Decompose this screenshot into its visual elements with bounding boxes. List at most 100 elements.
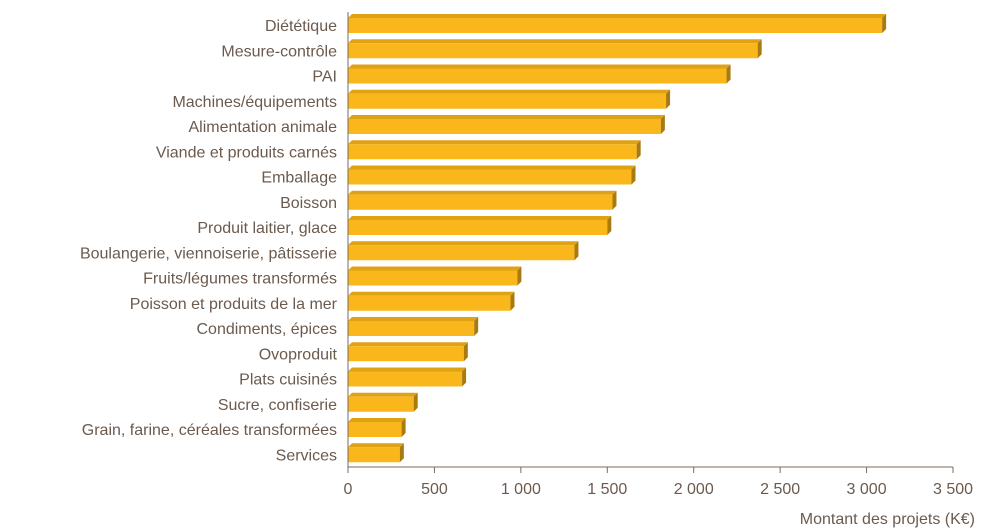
- category-label: Produit laitier, glace: [197, 220, 337, 237]
- bar-front-face: [348, 93, 667, 109]
- bar: [348, 291, 515, 311]
- category-label: Sucre, confiserie: [218, 397, 337, 414]
- x-tick-label: 3 500: [933, 481, 973, 498]
- bar-front-face: [348, 396, 414, 412]
- x-tick-label: 2 000: [674, 481, 714, 498]
- bar: [348, 216, 612, 235]
- bar-side-face: [510, 291, 515, 311]
- category-label: Diététique: [265, 18, 337, 35]
- bar-side-face: [574, 241, 579, 261]
- bar: [348, 443, 404, 463]
- bar: [348, 89, 671, 109]
- bar-side-face: [413, 392, 418, 412]
- bar-top-face: [348, 443, 404, 448]
- category-label: Boisson: [280, 195, 337, 212]
- bar-top-face: [348, 64, 731, 69]
- bar: [348, 418, 406, 437]
- bar-top-face: [348, 317, 479, 321]
- bar-side-face: [463, 342, 468, 362]
- bar: [348, 115, 665, 134]
- bar: [348, 64, 731, 84]
- bar-front-face: [348, 119, 661, 134]
- bar-front-face: [348, 346, 464, 362]
- bar-front-face: [348, 371, 463, 387]
- x-axis-ticks: 0 500 1 000 1 500 2 000 2 500 3 000 3 500: [344, 467, 973, 498]
- bar-top-face: [348, 14, 887, 18]
- bar-front-face: [348, 321, 475, 336]
- bar-top-face: [348, 115, 665, 119]
- bar-top-face: [348, 216, 612, 220]
- category-label: PAI: [312, 69, 337, 86]
- x-tick-label: 500: [421, 481, 448, 498]
- x-tick-label: 1 500: [587, 481, 627, 498]
- category-label: Alimentation animale: [188, 119, 337, 136]
- bar-side-face: [636, 140, 641, 160]
- bar: [348, 342, 468, 362]
- bar-top-face: [348, 367, 467, 372]
- bar-top-face: [348, 140, 641, 145]
- bar-top-face: [348, 392, 418, 397]
- bar-front-face: [348, 18, 883, 33]
- bar-side-face: [631, 165, 636, 185]
- bar-side-face: [399, 443, 404, 463]
- bars-group: [348, 14, 887, 463]
- bar-top-face: [348, 241, 579, 246]
- bar-top-face: [348, 342, 468, 347]
- bar-top-face: [348, 266, 522, 271]
- bar-top-face: [348, 190, 617, 195]
- bar-front-face: [348, 194, 613, 210]
- bar: [348, 392, 418, 412]
- bar: [348, 190, 617, 210]
- bar: [348, 39, 762, 59]
- bar-side-face: [882, 14, 887, 33]
- category-label: Emballage: [261, 170, 337, 187]
- bar-front-face: [348, 422, 402, 437]
- bar: [348, 241, 579, 261]
- category-label: Plats cuisinés: [239, 372, 337, 389]
- bar-front-face: [348, 447, 400, 463]
- bar-front-face: [348, 245, 575, 261]
- category-label: Services: [276, 447, 337, 464]
- category-label: Mesure-contrôle: [221, 43, 337, 60]
- bar-top-face: [348, 89, 671, 94]
- bar: [348, 317, 479, 336]
- bar-front-face: [348, 68, 727, 84]
- category-label: Ovoproduit: [259, 346, 338, 363]
- bar-top-face: [348, 39, 762, 44]
- category-label: Grain, farine, céréales transformées: [82, 422, 337, 439]
- x-tick-label: 2 500: [760, 481, 800, 498]
- bar-top-face: [348, 165, 636, 170]
- bar-side-face: [607, 216, 612, 235]
- x-tick-label: 1 000: [501, 481, 541, 498]
- x-tick-label: 3 000: [847, 481, 887, 498]
- bar-side-face: [612, 190, 617, 210]
- bar-top-face: [348, 291, 515, 296]
- bar: [348, 140, 641, 160]
- bar: [348, 367, 467, 387]
- bar: [348, 266, 522, 286]
- bar-front-face: [348, 270, 518, 286]
- category-label: Machines/équipements: [172, 94, 337, 111]
- bar-front-face: [348, 295, 511, 311]
- bar-front-face: [348, 169, 632, 185]
- bar-side-face: [517, 266, 522, 286]
- bar: [348, 14, 887, 33]
- bar-side-face: [757, 39, 762, 59]
- category-label: Viande et produits carnés: [156, 144, 337, 161]
- bar-side-face: [474, 317, 479, 336]
- bar-side-face: [660, 115, 665, 134]
- bar-side-face: [462, 367, 467, 387]
- bar-side-face: [401, 418, 406, 437]
- category-label: Poisson et produits de la mer: [130, 296, 338, 313]
- category-label: Fruits/légumes transformés: [143, 271, 337, 288]
- bar-top-face: [348, 418, 406, 422]
- bar-front-face: [348, 144, 637, 160]
- bar-front-face: [348, 220, 608, 235]
- bar-side-face: [726, 64, 731, 84]
- category-labels: Diététique Mesure-contrôle PAI Machines/équ…: [80, 18, 338, 464]
- bar-front-face: [348, 43, 758, 59]
- category-label: Boulangerie, viennoiserie, pâtisserie: [80, 245, 337, 262]
- category-label: Condiments, épices: [196, 321, 337, 338]
- bar: [348, 165, 636, 185]
